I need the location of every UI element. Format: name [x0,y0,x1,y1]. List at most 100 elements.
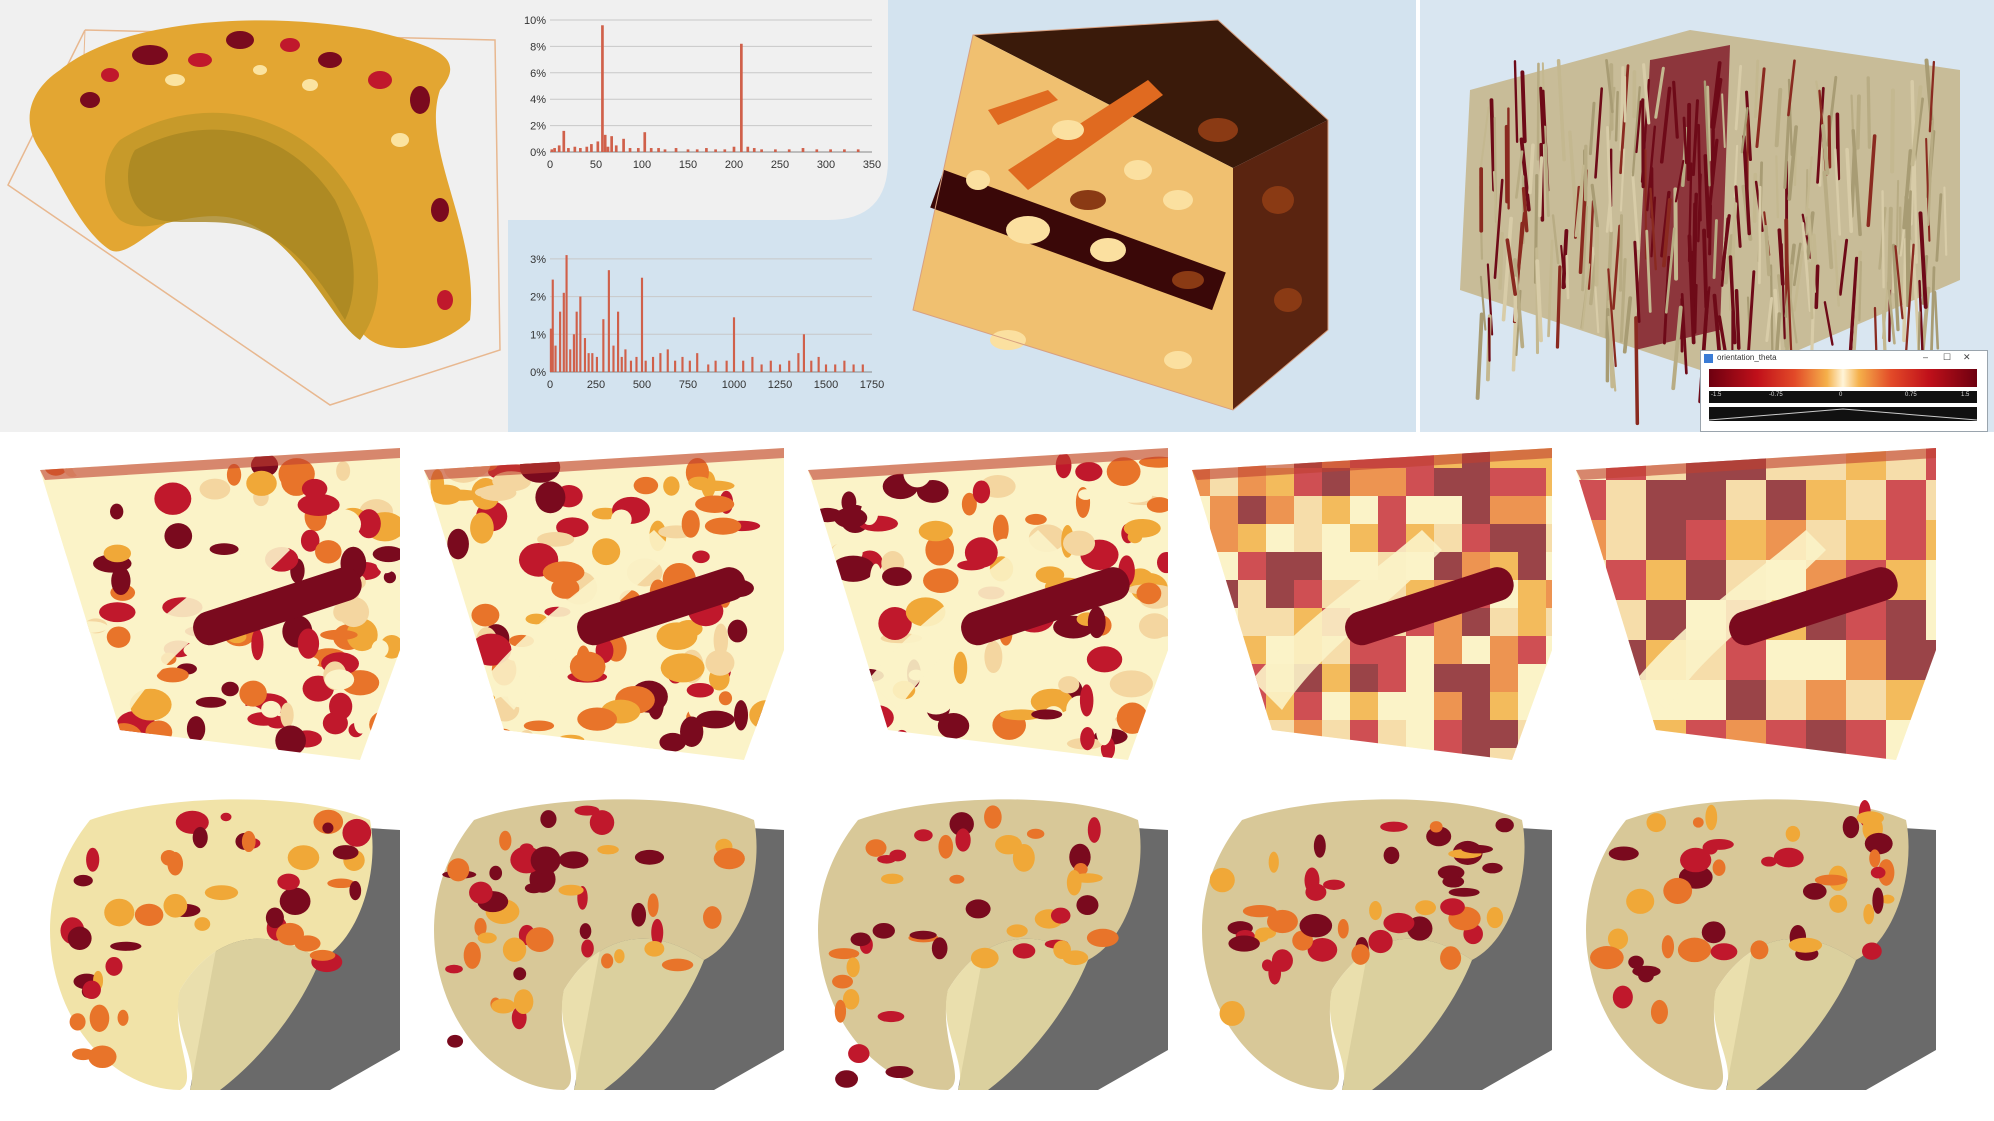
histogram-bar [714,149,717,152]
y-tick-label: 4% [530,94,546,106]
tick-label: -1.5 [1711,392,1721,398]
histogram-bar [565,255,567,372]
surface-render-5 [1586,799,1936,1090]
block-render-row [0,440,1994,780]
x-tick-label: 200 [725,159,743,171]
fiber [1858,96,1859,147]
histogram-bar [573,334,575,372]
histogram-bar [760,149,763,152]
tick-label: 1.5 [1961,392,1969,398]
close-button[interactable]: ✕ [1963,352,1971,363]
block-render-5 [1566,440,1966,780]
fiber [1776,156,1778,217]
volume-cube-panel [888,0,1416,432]
fiber [1636,318,1637,424]
y-tick-label: 3% [530,254,546,266]
x-tick-label: 50 [590,159,602,171]
histogram-bar [788,149,791,152]
histogram-bar [612,346,614,372]
histogram-bar [645,361,647,372]
fiber [1829,117,1830,167]
window-title: orientation_theta [1717,353,1777,362]
histogram-bar [751,357,753,372]
x-tick-label: 1000 [722,379,746,391]
histogram-bar [802,148,805,152]
surface-render-3 [818,799,1168,1090]
fiber [1489,318,1490,360]
histogram-bar [579,148,582,152]
histogram-bar [733,147,736,152]
histogram-bar [554,346,556,372]
histogram-bar [552,280,554,372]
histogram-bar [818,357,820,372]
histogram-bar [643,132,646,152]
histogram-bar [843,149,846,152]
fiber [1540,158,1542,216]
colormap-editor-window[interactable]: orientation_theta – ☐ ✕ -1.5 -0.75 0 0.7… [1700,350,1988,432]
fiber [1816,266,1817,307]
histogram-bar [553,148,556,152]
histogram-bar [576,312,578,372]
x-tick-label: 100 [633,159,651,171]
histogram-bar [659,353,661,372]
histogram-bar [788,361,790,372]
maximize-button[interactable]: ☐ [1943,352,1951,363]
surface-render-2 [434,799,784,1090]
fiber [1694,194,1696,296]
histogram-bar [853,364,855,372]
histogram-bar [637,148,640,152]
colormap-gradient[interactable] [1709,369,1977,387]
fiber [1892,91,1893,172]
histogram-bar [829,149,832,152]
histogram-bar [550,149,553,152]
fiber [1567,256,1568,298]
histogram-bar [617,312,619,372]
terrain-render-panel [0,0,508,432]
block-render-3 [798,440,1179,770]
x-tick-label: 250 [587,379,605,391]
histogram-bar [746,147,749,152]
histogram-bar [624,349,626,372]
fiber [1737,291,1739,348]
histogram-bar [723,149,726,152]
histogram-bar [604,135,607,152]
histogram-bar [630,361,632,372]
histogram-bar [615,145,618,152]
histogram-bar [667,349,669,372]
x-tick-label: 1500 [814,379,838,391]
x-tick-label: 0 [547,159,553,171]
histogram-bar [559,312,561,372]
histogram-bar [591,353,593,372]
minimize-button[interactable]: – [1923,352,1928,362]
app-icon [1704,354,1713,363]
histogram-bar [740,44,743,152]
fiber [1868,78,1869,147]
block-render-row-svg [0,440,1994,780]
colormap-ruler: -1.5 -0.75 0 0.75 1.5 [1709,391,1977,403]
surface-render-row [0,790,1994,1116]
fiber [1621,216,1622,291]
histogram-bar [610,136,613,152]
histogram-bar [562,131,565,152]
y-tick-label: 1% [530,329,546,341]
histogram-bar [584,338,586,372]
histogram-bar [558,145,561,152]
histogram-bar [629,148,632,152]
histogram-bar [675,148,678,152]
opacity-curve[interactable] [1709,407,1977,421]
histogram-bar [862,364,864,372]
y-tick-label: 8% [530,41,546,53]
volume-cube-render [888,0,1416,432]
x-tick-label: 750 [679,379,697,391]
histogram-bar [573,147,576,152]
x-tick-label: 1250 [768,379,792,391]
surface-render-4 [1202,799,1552,1090]
x-tick-label: 300 [817,159,835,171]
y-tick-label: 0% [530,147,546,159]
fiber [1897,181,1898,247]
histogram-bar [687,149,690,152]
histogram-bar [681,357,683,372]
histogram-bar [761,364,763,372]
